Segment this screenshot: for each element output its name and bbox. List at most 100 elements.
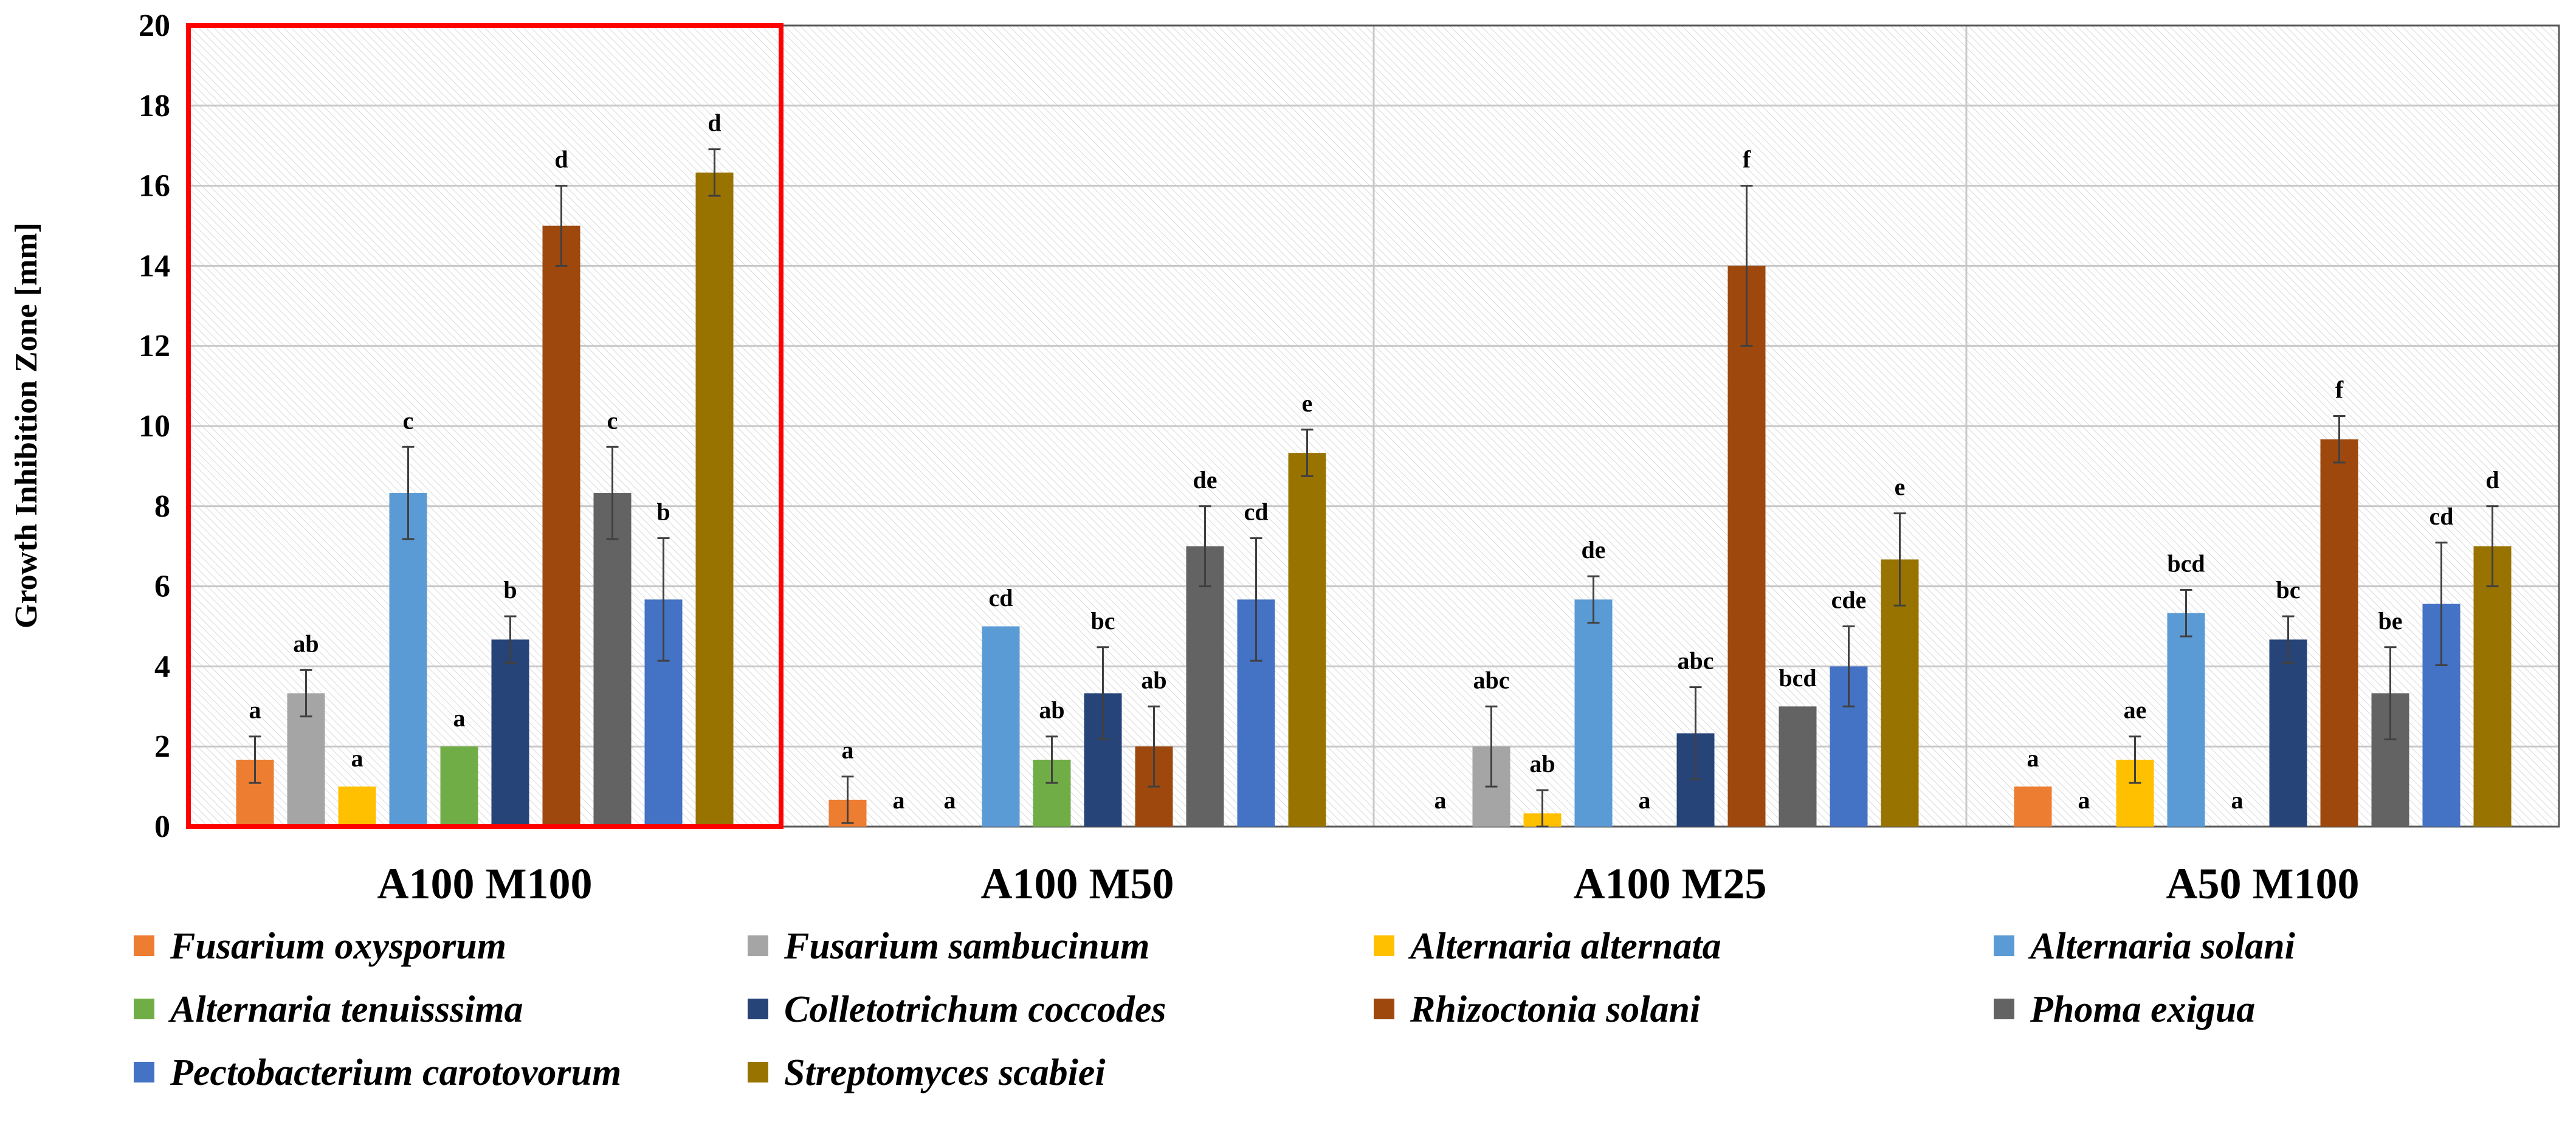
significance-label: a xyxy=(1639,786,1651,814)
significance-label: ae xyxy=(2124,697,2147,724)
bar xyxy=(1186,546,1224,827)
significance-label: ab xyxy=(293,630,319,657)
significance-label: a xyxy=(453,704,466,732)
significance-label: a xyxy=(2027,745,2039,772)
significance-label: abc xyxy=(1473,666,1510,694)
y-tick-label: 4 xyxy=(154,649,170,684)
bar xyxy=(593,493,632,827)
significance-label: a xyxy=(2231,786,2244,814)
bar xyxy=(1727,266,1766,827)
y-axis-label: Growth Inhibition Zone [mm] xyxy=(9,222,44,628)
legend-swatch xyxy=(1374,935,1394,956)
significance-label: bc xyxy=(2276,576,2301,604)
y-tick-label: 0 xyxy=(154,810,170,844)
legend-swatch xyxy=(134,999,154,1019)
significance-label: a xyxy=(842,737,854,764)
category-labels: A100 M100 A100 M50 A100 M25 A50 M100 xyxy=(377,859,2360,908)
significance-label: f xyxy=(2335,376,2344,404)
legend-swatch xyxy=(134,1062,154,1082)
bar xyxy=(2014,786,2052,827)
legend-label: Phoma exigua xyxy=(2030,989,2255,1030)
significance-label: f xyxy=(1743,146,1751,173)
significance-label: cde xyxy=(1831,587,1867,614)
significance-label: c xyxy=(403,407,414,434)
legend-swatch xyxy=(134,935,154,956)
significance-label: b xyxy=(656,498,670,526)
y-tick-label: 10 xyxy=(139,409,170,444)
bar xyxy=(491,639,529,827)
y-axis-ticks: 0 2 4 6 8 10 12 14 16 18 20 xyxy=(139,9,170,844)
legend-swatch xyxy=(748,1062,768,1082)
legend-label: Alternaria alternata xyxy=(1408,926,1721,967)
significance-label: de xyxy=(1582,536,1606,563)
category-label: A50 M100 xyxy=(2166,859,2360,908)
gridlines xyxy=(187,24,2560,828)
significance-label: a xyxy=(2078,786,2090,814)
significance-label: cd xyxy=(2430,503,2454,530)
legend-label: Alternaria solani xyxy=(2028,926,2295,967)
legend-label: Alternaria tenuisssima xyxy=(168,989,523,1030)
significance-label: ab xyxy=(1039,697,1064,724)
significance-label: bc xyxy=(1091,607,1115,635)
bar xyxy=(2320,439,2358,827)
category-label: A100 M50 xyxy=(981,859,1174,908)
significance-label: b xyxy=(503,576,517,604)
bar xyxy=(2473,546,2512,827)
significance-label: bcd xyxy=(1779,664,1816,692)
y-tick-label: 8 xyxy=(154,489,170,524)
bar xyxy=(1779,706,1817,827)
legend-label: Rhizoctonia solani xyxy=(1410,989,1700,1030)
y-tick-label: 20 xyxy=(139,9,170,43)
legend-swatch xyxy=(1994,999,2014,1019)
significance-label: d xyxy=(554,146,568,173)
bar xyxy=(1288,453,1326,827)
bar xyxy=(1574,599,1613,827)
y-tick-label: 18 xyxy=(139,89,170,123)
y-tick-label: 16 xyxy=(139,169,170,204)
bar xyxy=(2167,613,2205,827)
significance-label: d xyxy=(708,109,721,137)
significance-label: cd xyxy=(1244,498,1269,526)
bar xyxy=(389,493,427,827)
significance-label: abc xyxy=(1678,647,1714,675)
significance-label: a xyxy=(893,786,905,814)
highlight-box xyxy=(186,23,783,829)
significance-label: be xyxy=(2378,607,2403,635)
legend-swatch xyxy=(1374,999,1394,1019)
legend-swatch xyxy=(748,999,768,1019)
category-label: A100 M100 xyxy=(377,859,593,908)
bar xyxy=(440,746,478,827)
bar xyxy=(542,225,580,827)
significance-label: ab xyxy=(1141,666,1166,694)
legend: Fusarium oxysporum Fusarium sambucinum Alt… xyxy=(134,926,2295,1093)
legend-swatch xyxy=(1994,935,2014,956)
bar xyxy=(2269,639,2307,827)
legend-label: Streptomyces scabiei xyxy=(784,1052,1106,1093)
significance-label: e xyxy=(1302,390,1313,417)
significance-label: a xyxy=(351,745,363,772)
significance-label: cd xyxy=(989,584,1013,611)
bar xyxy=(338,786,376,827)
y-tick-label: 6 xyxy=(154,570,170,604)
significance-label: a xyxy=(944,786,956,814)
legend-swatch xyxy=(748,935,768,956)
legend-label: Pectobacterium carotovorum xyxy=(170,1052,621,1093)
y-tick-label: 12 xyxy=(139,329,170,363)
significance-label: a xyxy=(1434,786,1447,814)
y-tick-label: 14 xyxy=(139,249,170,283)
y-tick-label: 2 xyxy=(154,729,170,764)
bar xyxy=(982,626,1020,827)
significance-label: a xyxy=(249,697,261,724)
category-label: A100 M25 xyxy=(1574,859,1767,908)
significance-label: de xyxy=(1193,466,1217,494)
significance-label: c xyxy=(607,407,618,434)
legend-label: Colletotrichum coccodes xyxy=(784,989,1166,1030)
legend-label: Fusarium oxysporum xyxy=(170,926,506,967)
significance-label: ab xyxy=(1529,750,1555,777)
significance-label: d xyxy=(2485,466,2499,494)
bar xyxy=(695,172,734,827)
significance-label: e xyxy=(1895,473,1906,501)
legend-label: Fusarium sambucinum xyxy=(783,926,1149,967)
